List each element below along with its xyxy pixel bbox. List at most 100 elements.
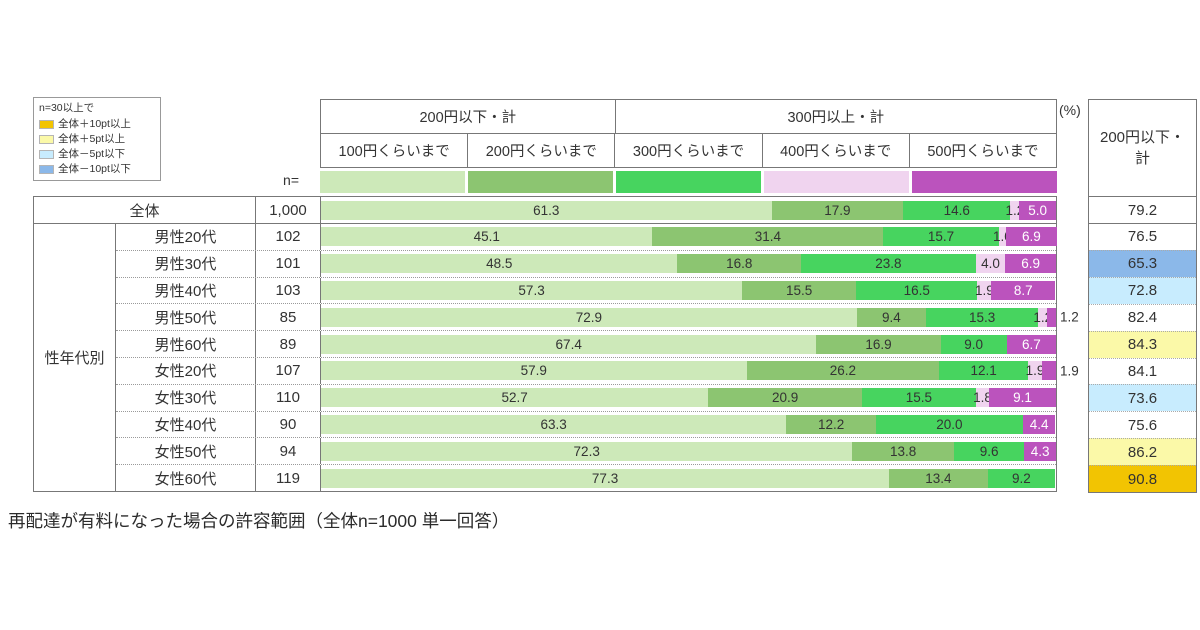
- bar-segment-3: 9.0: [940, 334, 1007, 354]
- bar-segment-4: 1.2: [1005, 200, 1024, 220]
- bar-segment-3: 15.5: [861, 388, 976, 408]
- chart-caption: 再配達が有料になった場合の許容範囲（全体n=1000 単一回答）: [8, 511, 510, 531]
- bar-value: 31.4: [754, 229, 782, 245]
- row-n: 101: [256, 250, 321, 277]
- legend-item: 全体－10pt以下: [39, 162, 155, 177]
- bar-segment-1: 77.3: [321, 468, 890, 488]
- bar-segment-2: 26.2: [746, 361, 940, 381]
- summary-value-cell: 84.3: [1089, 330, 1196, 358]
- summary-cells: 79.2 76.5 65.3 72.8 82.4 84.3 84.1 73.6 75.6 86.2…: [1089, 197, 1196, 493]
- bar-segment-3: 15.7: [883, 227, 999, 247]
- row-label: 男性50代: [116, 304, 256, 331]
- bar-value: 16.9: [865, 336, 892, 352]
- row-label: 女性50代: [116, 438, 256, 465]
- bar-value: 13.4: [925, 470, 952, 486]
- summary-value-cell: 75.6: [1089, 411, 1196, 439]
- bar-segment-5: 4.4: [1022, 414, 1056, 434]
- bar-segment-1: 57.9: [321, 361, 747, 381]
- series-swatch-4: [764, 171, 909, 193]
- bar-value: 6.9: [1021, 229, 1041, 245]
- bar-segment-1: 72.9: [321, 307, 857, 327]
- bar-value: 14.6: [943, 202, 970, 218]
- legend-note: n=30以上で: [39, 102, 95, 114]
- summary-value-cell: 76.5: [1089, 224, 1196, 250]
- row-label: 男性60代: [116, 331, 256, 357]
- row-label: 男性30代: [116, 250, 256, 277]
- header-column-cell: 500円くらいまで: [908, 134, 1056, 167]
- bar-value: 9.0: [964, 336, 984, 352]
- bar-segment-2: 16.8: [677, 254, 801, 274]
- bar-value: 15.7: [927, 229, 955, 245]
- row-n: 94: [256, 438, 321, 465]
- header-column-cell: 200円くらいまで: [467, 134, 614, 167]
- header-group-cell: 300円以上・計: [614, 100, 1056, 133]
- bar-value: 1.9: [1025, 363, 1045, 379]
- bar-value: 1.9: [974, 282, 994, 298]
- table-row: 男性50代 85 72.9 9.4 15.3 1.2 1.2: [116, 303, 1079, 331]
- bar-value: 20.0: [936, 416, 963, 432]
- bar-value: 67.4: [555, 336, 582, 352]
- bar-segment-4: 1.9: [1025, 361, 1045, 381]
- bar-segment-1: 48.5: [321, 254, 678, 274]
- table-row: 女性40代 90 63.3 12.2 20.0 4.4: [116, 410, 1056, 438]
- row-n: 89: [256, 331, 321, 357]
- bar-segment-3: 12.1: [939, 361, 1029, 381]
- bar-value: 63.3: [540, 416, 567, 432]
- summary-value-cell: 90.8: [1089, 465, 1196, 493]
- bar-segment-1: 67.4: [321, 334, 817, 354]
- series-swatch-1: [320, 171, 465, 193]
- bar-segment-2: 15.5: [742, 280, 857, 300]
- bar-value: 57.9: [520, 363, 547, 379]
- header-group-cell: 200円以下・計: [419, 110, 517, 126]
- bar-segment-5: 9.1: [989, 388, 1056, 408]
- series-swatch-3: [616, 171, 761, 193]
- bar-segment-3: 16.5: [856, 280, 978, 300]
- row-label: 男性20代: [116, 224, 256, 250]
- bar-value: 52.7: [501, 390, 528, 406]
- row-n: 110: [256, 384, 321, 411]
- legend-item-label: 全体－10pt以下: [58, 163, 131, 175]
- legend-item-label: 全体－5pt以下: [58, 148, 126, 160]
- bar-segment-2: 17.9: [771, 200, 904, 220]
- series-color-swatches: [320, 171, 1057, 193]
- bar-value: 16.5: [903, 282, 930, 298]
- bar-segment-3: 9.6: [953, 441, 1025, 461]
- bar-value: 57.3: [518, 282, 545, 298]
- bar-value: 9.1: [1013, 390, 1032, 406]
- series-swatch-5: [912, 171, 1057, 193]
- series-swatch-2: [468, 171, 613, 193]
- legend-items: 全体＋10pt以上 全体＋5pt以上 全体－5pt以下 全体－10pt以下: [39, 117, 155, 177]
- bar-segment-1: 63.3: [321, 414, 787, 434]
- row-bar: 77.3 13.4 9.2: [321, 465, 1056, 491]
- row-label: 女性60代: [116, 465, 256, 491]
- legend-color-swatch: [39, 165, 54, 174]
- bar-segment-5: 6.9: [1006, 227, 1057, 247]
- bar-segment-3: 20.0: [875, 414, 1023, 434]
- bar-value: 45.1: [473, 229, 500, 245]
- header-column-cell: 100円くらいまで: [338, 144, 450, 160]
- row-n: 103: [256, 277, 321, 304]
- bar-segment-1: 57.3: [321, 280, 743, 300]
- bar-value: 6.7: [1021, 336, 1041, 352]
- bar-value: 5.0: [1028, 202, 1048, 218]
- bar-value: 72.9: [575, 309, 603, 325]
- bar-segment-1: 61.3: [321, 200, 772, 220]
- table-row: 男性60代 89 67.4 16.9 9.0 6.7: [116, 330, 1056, 357]
- bar-value: 72.3: [573, 443, 600, 459]
- bar-segment-4: 4.0: [975, 254, 1006, 274]
- bar-segment-1: 52.7: [321, 388, 709, 408]
- bars-header-table: 200円以下・計 300円以上・計 100円くらいまで 200円くらいまで 300円く…: [320, 99, 1057, 168]
- row-bar: 57.9 26.2 12.1 1.9 1.9: [321, 358, 1079, 384]
- row-n: 119: [256, 465, 321, 491]
- table-row: 男性20代 102 45.1 31.4 15.7 1.0 6.9: [116, 224, 1057, 250]
- bar-segment-5: 4.3: [1024, 441, 1056, 461]
- bar-segment-5: 5.0: [1019, 200, 1056, 220]
- bar-value: 77.3: [591, 470, 619, 486]
- bar-segment-5: 8.7: [991, 280, 1056, 300]
- legend-item: 全体＋5pt以上: [39, 132, 155, 147]
- bar-segment-2: 13.8: [852, 441, 954, 461]
- bar-segment-5: [1042, 361, 1056, 381]
- bar-value: 9.4: [881, 309, 901, 325]
- bar-value: 23.8: [875, 256, 902, 272]
